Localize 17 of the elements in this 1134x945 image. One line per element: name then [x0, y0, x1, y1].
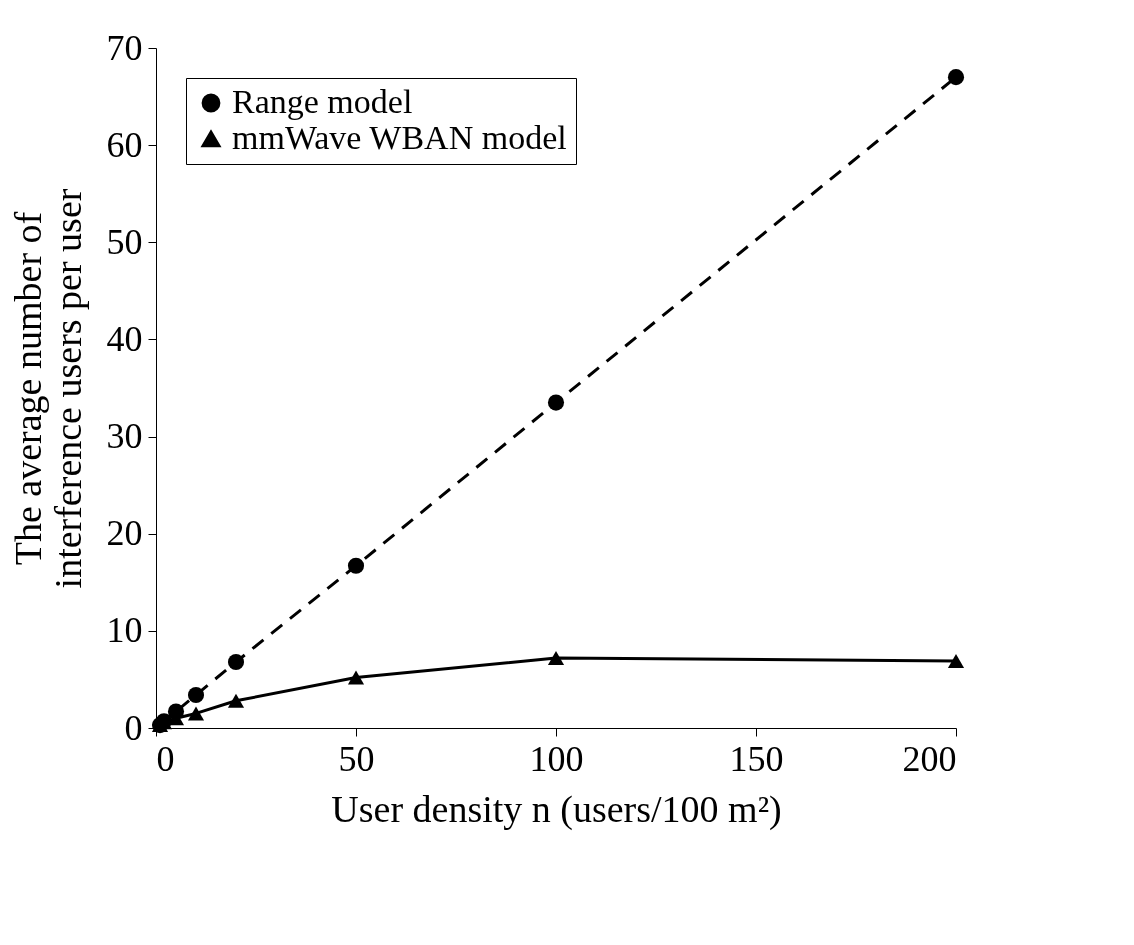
x-axis-title: User density n (users/100 m²) — [331, 787, 782, 831]
y-tick-label: 40 — [106, 318, 143, 359]
y-tick-label: 0 — [124, 707, 143, 748]
x-tick-label: 0 — [156, 738, 175, 779]
y-tick-label: 10 — [106, 610, 143, 651]
x-tick-label: 50 — [338, 738, 375, 779]
y-axis-title: The average number of interference users per user — [6, 188, 89, 589]
y-tick-label: 70 — [106, 27, 143, 68]
x-tick-label: 100 — [529, 738, 584, 779]
legend-label: mmWave WBAN model — [232, 119, 567, 156]
y-tick-label: 50 — [106, 221, 143, 262]
y-tick-label: 60 — [106, 124, 143, 165]
legend-label: Range model — [232, 83, 413, 120]
x-tick-label: 150 — [729, 738, 784, 779]
y-tick-label: 30 — [106, 416, 143, 457]
y-tick-label: 20 — [106, 513, 143, 554]
x-tick-label: 200 — [902, 738, 957, 779]
